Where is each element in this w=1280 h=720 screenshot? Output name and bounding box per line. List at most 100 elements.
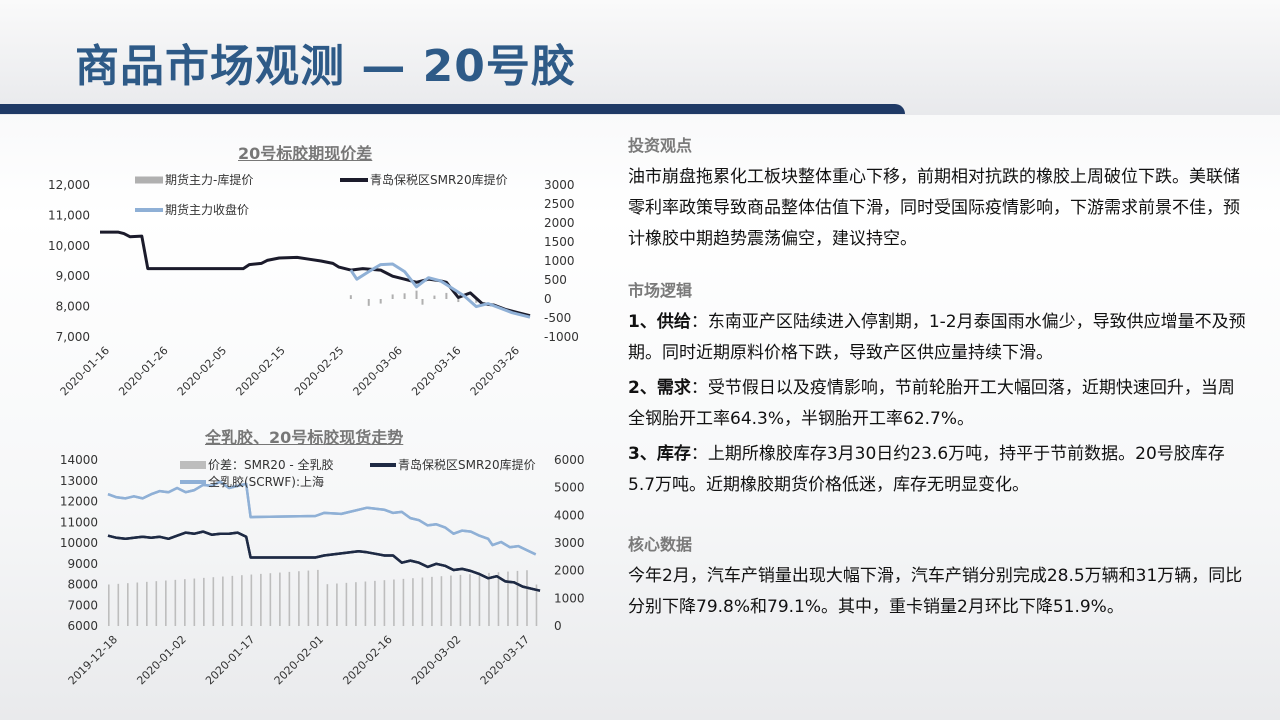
bar-mark [488, 572, 490, 626]
section-title: 投资观点 [628, 136, 693, 155]
x-tick-label: 2020-03-26 [468, 344, 522, 398]
text-inventory: ：上期所橡胶库存3月30日约23.6万吨，持平于节前数据。20号胶库存5.7万吨… [628, 444, 1225, 495]
bar-mark [367, 299, 370, 306]
x-tick-label: 2020-01-17 [203, 633, 257, 687]
chart1-title: 20号标胶期现价差 [238, 144, 373, 163]
bar-mark [250, 574, 253, 626]
bar-mark [412, 578, 414, 626]
y-right-tick-label: -500 [544, 311, 571, 325]
bar-mark [212, 577, 215, 626]
bar-mark [317, 569, 319, 626]
y-right-tick-label: 4000 [554, 508, 585, 522]
section-text: 今年2月，汽车产销量出现大幅下滑，汽车产销分别完成28.5万辆和31万辆，同比分… [628, 566, 1243, 617]
section-market-logic: 市场逻辑 1、供给：东南亚产区陆续进入停割期，1-2月泰国雨水偏少，导致供应增量… [628, 277, 1248, 501]
bar-mark [117, 583, 120, 626]
bar-mark [269, 573, 272, 626]
y-left-tick-label: 11,000 [48, 208, 90, 222]
bar-mark [478, 573, 481, 626]
bar-mark [326, 584, 329, 626]
legend-swatch [180, 480, 206, 484]
bar-mark [421, 299, 424, 305]
bar-mark [364, 581, 367, 626]
bar-mark [403, 293, 406, 299]
y-right-tick-label: 6000 [554, 453, 585, 467]
y-left-tick-label: 12,000 [48, 178, 90, 192]
section-core-data: 核心数据 今年2月，汽车产销量出现大幅下滑，汽车产销分别完成28.5万辆和31万… [628, 531, 1248, 623]
section-title: 核心数据 [628, 535, 693, 554]
x-tick-label: 2020-02-25 [292, 344, 346, 398]
y-right-tick-label: 2000 [554, 564, 585, 578]
y-right-tick-label: 1000 [544, 254, 575, 268]
legend-swatch [135, 208, 163, 212]
y-right-tick-label: 3000 [544, 178, 575, 192]
x-tick-label: 2020-01-26 [116, 344, 170, 398]
legend-swatch [135, 176, 163, 184]
paragraph-inventory: 3、库存：上期所橡胶库存3月30日约23.6万吨，持平于节前数据。20号胶库存5… [628, 439, 1248, 501]
bar-mark [345, 582, 348, 626]
legend-label: 青岛保税区SMR20库提价 [398, 457, 536, 472]
y-left-tick-label: 8,000 [56, 300, 90, 314]
legend-label: 期货主力收盘价 [165, 202, 249, 217]
legend-swatch [180, 461, 206, 469]
section-text: 油市崩盘拖累化工板块整体重心下移，前期相对抗跌的橡胶上周破位下跌。美联储零利率政… [628, 167, 1240, 249]
text-supply: ：东南亚产区陆续进入停割期，1-2月泰国雨水偏少，导致供应增量不及预期。同时近期… [628, 312, 1246, 363]
bar-mark [108, 584, 110, 626]
legend-label: 价差：SMR20 - 全乳胶 [208, 457, 334, 472]
legend-swatch [370, 463, 396, 467]
x-tick-label: 2020-03-02 [409, 633, 463, 687]
y-right-tick-label: 0 [544, 292, 552, 306]
bar-mark [174, 579, 177, 626]
y-left-tick-label: 9000 [67, 557, 98, 571]
bar-mark [469, 574, 471, 626]
bar-mark [535, 584, 538, 626]
y-left-tick-label: 10,000 [48, 239, 90, 253]
label-demand: 2、需求 [628, 378, 691, 398]
legend-label: 期货主力-库提价 [165, 172, 253, 187]
bar-mark [374, 580, 376, 626]
bar-mark [475, 299, 478, 303]
bar-mark [516, 570, 519, 626]
bar-mark [165, 580, 167, 626]
series-line [107, 530, 541, 592]
y-left-tick-label: 7,000 [56, 330, 90, 344]
bar-mark [393, 579, 395, 626]
section-investment-view: 投资观点 油市崩盘拖累化工板块整体重心下移，前期相对抗跌的橡胶上周破位下跌。美联… [628, 132, 1248, 255]
series-line [107, 480, 537, 556]
y-right-tick-label: 1500 [544, 235, 575, 249]
bar-mark [445, 292, 448, 299]
chart2-title: 全乳胶、20号标胶现货走势 [205, 428, 404, 447]
y-left-tick-label: 14000 [60, 453, 98, 467]
legend-label: 青岛保税区SMR20库提价 [370, 172, 508, 187]
title-underline-bar [0, 104, 905, 114]
paragraph-demand: 2、需求：受节假日以及疫情影响，节前轮胎开工大幅回落，近期快速回升，当周全钢胎开… [628, 373, 1248, 435]
header-band [0, 0, 1280, 115]
bar-mark [184, 579, 186, 626]
x-tick-label: 2020-01-16 [58, 344, 112, 398]
bar-mark [459, 574, 462, 626]
bar-mark [336, 583, 338, 626]
chart1: 12,000 11,000 10,000 9,000 8,000 7,000 3000 250… [48, 172, 579, 398]
bar-mark [457, 299, 460, 303]
x-tick-label: 2020-02-15 [233, 344, 287, 398]
y-left-tick-label: 6000 [67, 619, 98, 633]
bar-mark [391, 294, 394, 299]
bar-mark [379, 299, 382, 304]
bar-mark [307, 570, 310, 626]
chart2: 1400013000120001100010000900080007000600… [60, 453, 585, 687]
bar-mark [241, 575, 243, 626]
label-inventory: 3、库存 [628, 444, 691, 464]
bar-mark [155, 581, 158, 626]
bar-mark [526, 570, 528, 626]
y-left-tick-label: 9,000 [56, 269, 90, 283]
bar-mark [260, 573, 262, 626]
bar-mark [450, 575, 452, 626]
y-right-tick-label: 2000 [544, 216, 575, 230]
y-left-tick-label: 11000 [60, 515, 98, 529]
y-left-tick-label: 10000 [60, 536, 98, 550]
x-tick-label: 2020-02-16 [340, 633, 394, 687]
bar-mark [402, 578, 405, 626]
bar-mark [146, 581, 148, 626]
x-tick-label: 2020-01-02 [134, 633, 188, 687]
series-line [100, 230, 531, 318]
bar-mark [433, 295, 436, 299]
